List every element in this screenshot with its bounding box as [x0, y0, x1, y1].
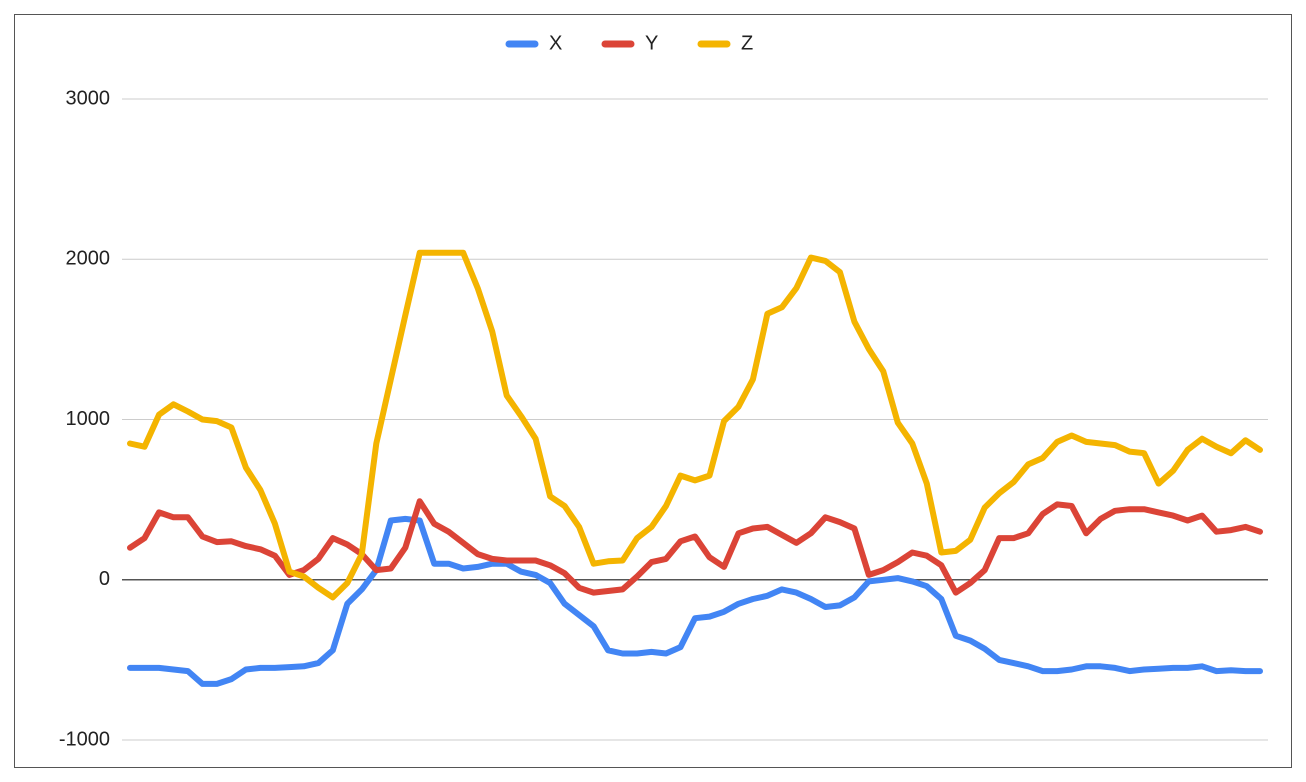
y-tick-label: 1000	[66, 408, 111, 430]
y-tick-label: 0	[99, 568, 110, 590]
series-line	[127, 249, 1263, 601]
series-line	[127, 515, 1263, 687]
chart-frame	[14, 14, 1292, 768]
y-tick-label: -1000	[59, 728, 110, 750]
legend-label: Z	[741, 32, 753, 54]
series-line	[127, 498, 1263, 596]
y-tick-label: 2000	[66, 248, 111, 270]
legend-label: X	[549, 32, 562, 54]
legend-label: Y	[645, 32, 658, 54]
y-tick-label: 3000	[66, 87, 111, 109]
